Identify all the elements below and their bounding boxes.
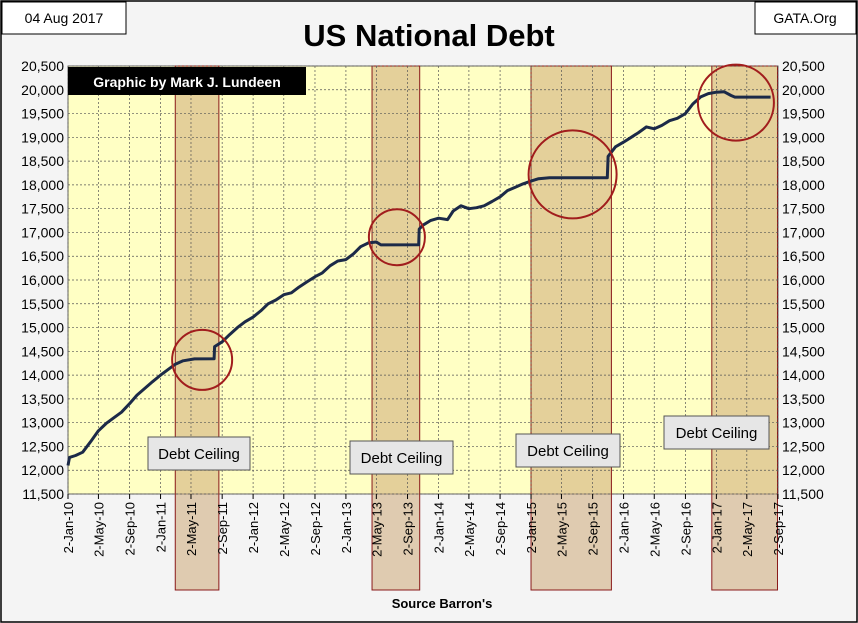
y-tick-label-right: 19,500 <box>782 106 825 122</box>
y-tick-label-left: 20,000 <box>21 82 64 98</box>
x-tick-label: 2-Sep-10 <box>123 502 138 555</box>
y-tick-label-left: 17,500 <box>21 201 64 217</box>
debt-ceiling-label-box <box>147 436 251 471</box>
x-tick-label: 2-Jan-16 <box>617 502 632 553</box>
highlight-circles <box>171 63 775 391</box>
debt-ceiling-band <box>174 65 220 591</box>
x-tick-label: 2-May-14 <box>462 502 477 557</box>
x-tick-label: 2-Jan-13 <box>339 502 354 553</box>
x-tick-label: 2-Jan-14 <box>431 502 446 553</box>
y-tick-label-right: 16,500 <box>782 248 825 264</box>
y-tick-label-right: 12,000 <box>782 462 825 478</box>
vertical-gridlines <box>67 66 779 494</box>
x-tick-label: 2-Sep-16 <box>678 502 693 555</box>
x-axis-label: Source Barron's <box>392 596 493 611</box>
x-tick-label: 2-Sep-14 <box>493 502 508 555</box>
x-axis: 2-Jan-10 2-May-10 2-Sep-10 2-Jan-11 2-May-11… <box>61 494 786 557</box>
x-tick-label: 2-May-15 <box>554 502 569 557</box>
highlight-circle <box>367 208 426 267</box>
debt-ceiling-band <box>530 65 612 591</box>
y-tick-label-left: 12,500 <box>21 438 64 454</box>
y-tick-label-left: 12,000 <box>21 462 64 478</box>
y-tick-label-right: 15,500 <box>782 296 825 312</box>
source-box <box>754 1 857 35</box>
y-tick-label-right: 20,500 <box>782 58 825 74</box>
date-label: 04 Aug 2017 <box>25 10 104 26</box>
y-tick-label-left: 13,500 <box>21 391 64 407</box>
x-tick-label: 2-Jan-17 <box>709 502 724 553</box>
y-tick-label-left: 15,500 <box>21 296 64 312</box>
debt-ceiling-labels: Debt Ceiling Debt Ceiling Debt Ceiling Debt… <box>147 415 770 475</box>
debt-ceiling-band <box>711 65 778 591</box>
x-tick-label: 2-Sep-13 <box>401 502 416 555</box>
highlight-circle <box>171 328 234 391</box>
y-tick-label-right: 17,000 <box>782 224 825 240</box>
y-tick-label-right: 14,500 <box>782 343 825 359</box>
y-tick-label-left: 18,500 <box>21 153 64 169</box>
highlight-circle <box>696 63 775 142</box>
y-tick-label-left: 13,000 <box>21 415 64 431</box>
debt-ceiling-bands <box>174 65 778 591</box>
y-tick-label-left: 15,000 <box>21 320 64 336</box>
y-tick-label-right: 13,000 <box>782 415 825 431</box>
y-tick-label-right: 18,500 <box>782 153 825 169</box>
x-tick-label: 2-Sep-15 <box>586 502 601 555</box>
source-label: GATA.Org <box>773 10 836 26</box>
y-tick-label-right: 20,000 <box>782 82 825 98</box>
y-tick-label-left: 14,000 <box>21 367 64 383</box>
credit-box <box>68 67 306 95</box>
debt-ceiling-label-box <box>349 440 454 475</box>
x-tick-label: 2-Jan-15 <box>524 502 539 553</box>
y-tick-label-right: 12,500 <box>782 438 825 454</box>
y-tick-label-left: 16,000 <box>21 272 64 288</box>
y-axis-right: 11,500 12,000 12,500 13,000 13,500 14,000 14,5… <box>782 58 825 502</box>
x-tick-label: 2-Jan-12 <box>246 502 261 553</box>
debt-ceiling-label: Debt Ceiling <box>676 425 758 442</box>
date-box <box>1 1 127 35</box>
x-tick-label: 2-May-10 <box>91 502 106 557</box>
x-tick-label: 2-May-16 <box>647 502 662 557</box>
y-tick-label-left: 18,000 <box>21 177 64 193</box>
x-tick-label: 2-Jan-10 <box>61 502 76 553</box>
x-tick-label: 2-Sep-11 <box>215 502 230 555</box>
x-tick-label: 2-Sep-17 <box>771 502 786 555</box>
debt-ceiling-label-box <box>663 415 770 450</box>
debt-ceiling-label: Debt Ceiling <box>361 450 443 467</box>
y-tick-label-left: 11,500 <box>22 486 64 502</box>
highlight-circle <box>527 129 618 220</box>
debt-ceiling-band <box>371 65 421 591</box>
chart-title: US National Debt <box>303 18 554 53</box>
y-tick-label-right: 16,000 <box>782 272 825 288</box>
debt-series-line <box>66 90 771 466</box>
y-tick-label-left: 16,500 <box>21 248 64 264</box>
y-tick-label-left: 14,500 <box>21 343 64 359</box>
y-tick-label-right: 15,000 <box>782 320 825 336</box>
y-tick-label-left: 17,000 <box>21 224 64 240</box>
y-tick-label-left: 19,500 <box>21 106 64 122</box>
x-tick-label: 2-May-17 <box>740 502 755 557</box>
y-tick-label-right: 18,000 <box>782 177 825 193</box>
x-tick-label: 2-Sep-12 <box>308 502 323 555</box>
credit-label: Graphic by Mark J. Lundeen <box>93 74 281 90</box>
y-tick-label-right: 17,500 <box>782 201 825 217</box>
x-tick-label: 2-May-11 <box>184 502 199 556</box>
x-tick-label: 2-May-12 <box>277 502 292 557</box>
y-tick-label-left: 20,500 <box>21 58 64 74</box>
y-tick-label-right: 11,500 <box>782 486 824 502</box>
x-tick-label: 2-May-13 <box>369 502 384 557</box>
y-axis-left: 11,500 12,000 12,500 13,000 13,500 14,000 14,5… <box>21 58 64 502</box>
y-tick-label-right: 13,500 <box>782 391 825 407</box>
x-tick-label: 2-Jan-11 <box>154 502 169 552</box>
debt-ceiling-label: Debt Ceiling <box>527 443 609 460</box>
y-tick-label-left: 19,000 <box>21 129 64 145</box>
y-tick-label-right: 14,000 <box>782 367 825 383</box>
debt-ceiling-label-box <box>515 433 621 468</box>
debt-ceiling-label: Debt Ceiling <box>158 446 240 463</box>
y-tick-label-right: 19,000 <box>782 129 825 145</box>
